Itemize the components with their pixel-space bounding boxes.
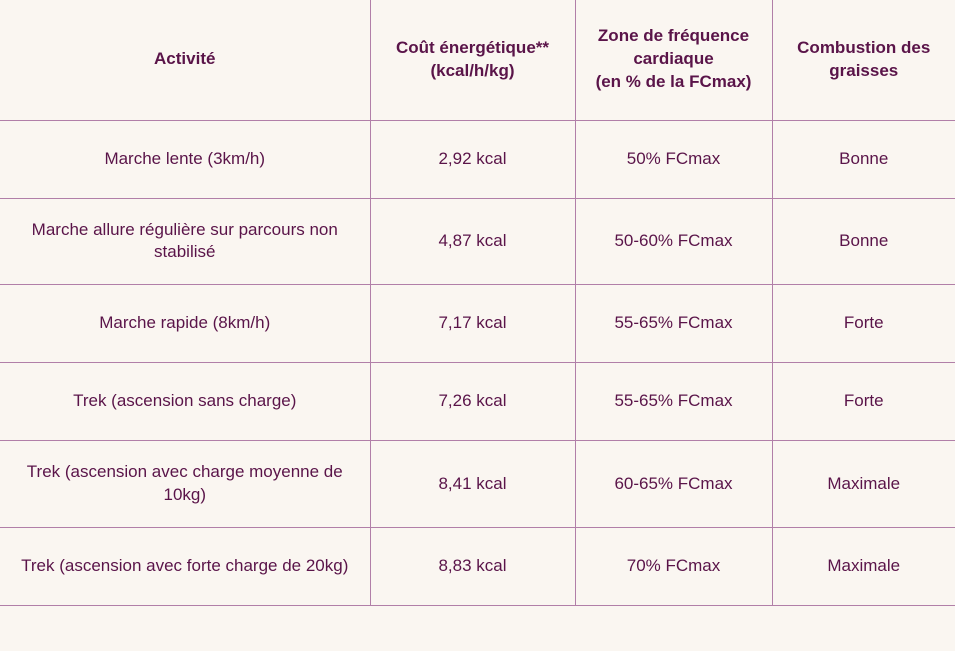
table-row: Trek (ascension avec charge moyenne de 1… xyxy=(0,441,955,528)
table-body: Marche lente (3km/h) 2,92 kcal 50% FCmax… xyxy=(0,120,955,606)
cell-activity: Marche rapide (8km/h) xyxy=(0,285,370,363)
header-sublabel: (en % de la FCmax) xyxy=(584,71,764,94)
cell-cost: 4,87 kcal xyxy=(370,198,575,285)
cell-fat: Forte xyxy=(772,363,955,441)
energy-cost-table: Activité Coût énergétique** (kcal/h/kg) … xyxy=(0,0,955,606)
cell-fat: Maximale xyxy=(772,528,955,606)
cell-fat: Forte xyxy=(772,285,955,363)
cell-cost: 2,92 kcal xyxy=(370,120,575,198)
cell-activity: Marche allure régulière sur parcours non… xyxy=(0,198,370,285)
cell-cost: 7,26 kcal xyxy=(370,363,575,441)
cell-activity: Trek (ascension avec charge moyenne de 1… xyxy=(0,441,370,528)
cell-cost: 8,83 kcal xyxy=(370,528,575,606)
cell-zone: 60-65% FCmax xyxy=(575,441,772,528)
cell-fat: Bonne xyxy=(772,198,955,285)
table-header-row: Activité Coût énergétique** (kcal/h/kg) … xyxy=(0,0,955,120)
cell-zone: 50% FCmax xyxy=(575,120,772,198)
cell-zone: 50-60% FCmax xyxy=(575,198,772,285)
cell-activity: Trek (ascension avec forte charge de 20k… xyxy=(0,528,370,606)
cell-fat: Maximale xyxy=(772,441,955,528)
header-zone: Zone de fréquence cardiaque (en % de la … xyxy=(575,0,772,120)
table-row: Trek (ascension sans charge) 7,26 kcal 5… xyxy=(0,363,955,441)
cell-cost: 8,41 kcal xyxy=(370,441,575,528)
table-row: Marche rapide (8km/h) 7,17 kcal 55-65% F… xyxy=(0,285,955,363)
header-label: Zone de fréquence cardiaque xyxy=(598,26,749,68)
header-activity: Activité xyxy=(0,0,370,120)
header-label: Coût énergétique** xyxy=(396,38,549,57)
table-row: Marche lente (3km/h) 2,92 kcal 50% FCmax… xyxy=(0,120,955,198)
cell-activity: Marche lente (3km/h) xyxy=(0,120,370,198)
cell-fat: Bonne xyxy=(772,120,955,198)
cell-zone: 70% FCmax xyxy=(575,528,772,606)
header-cost: Coût énergétique** (kcal/h/kg) xyxy=(370,0,575,120)
table-row: Trek (ascension avec forte charge de 20k… xyxy=(0,528,955,606)
cell-cost: 7,17 kcal xyxy=(370,285,575,363)
header-label: Activité xyxy=(154,49,215,68)
header-label: Combustion des graisses xyxy=(797,38,930,80)
header-sublabel: (kcal/h/kg) xyxy=(379,60,567,83)
cell-zone: 55-65% FCmax xyxy=(575,363,772,441)
cell-activity: Trek (ascension sans charge) xyxy=(0,363,370,441)
table-row: Marche allure régulière sur parcours non… xyxy=(0,198,955,285)
cell-zone: 55-65% FCmax xyxy=(575,285,772,363)
header-fat: Combustion des graisses xyxy=(772,0,955,120)
